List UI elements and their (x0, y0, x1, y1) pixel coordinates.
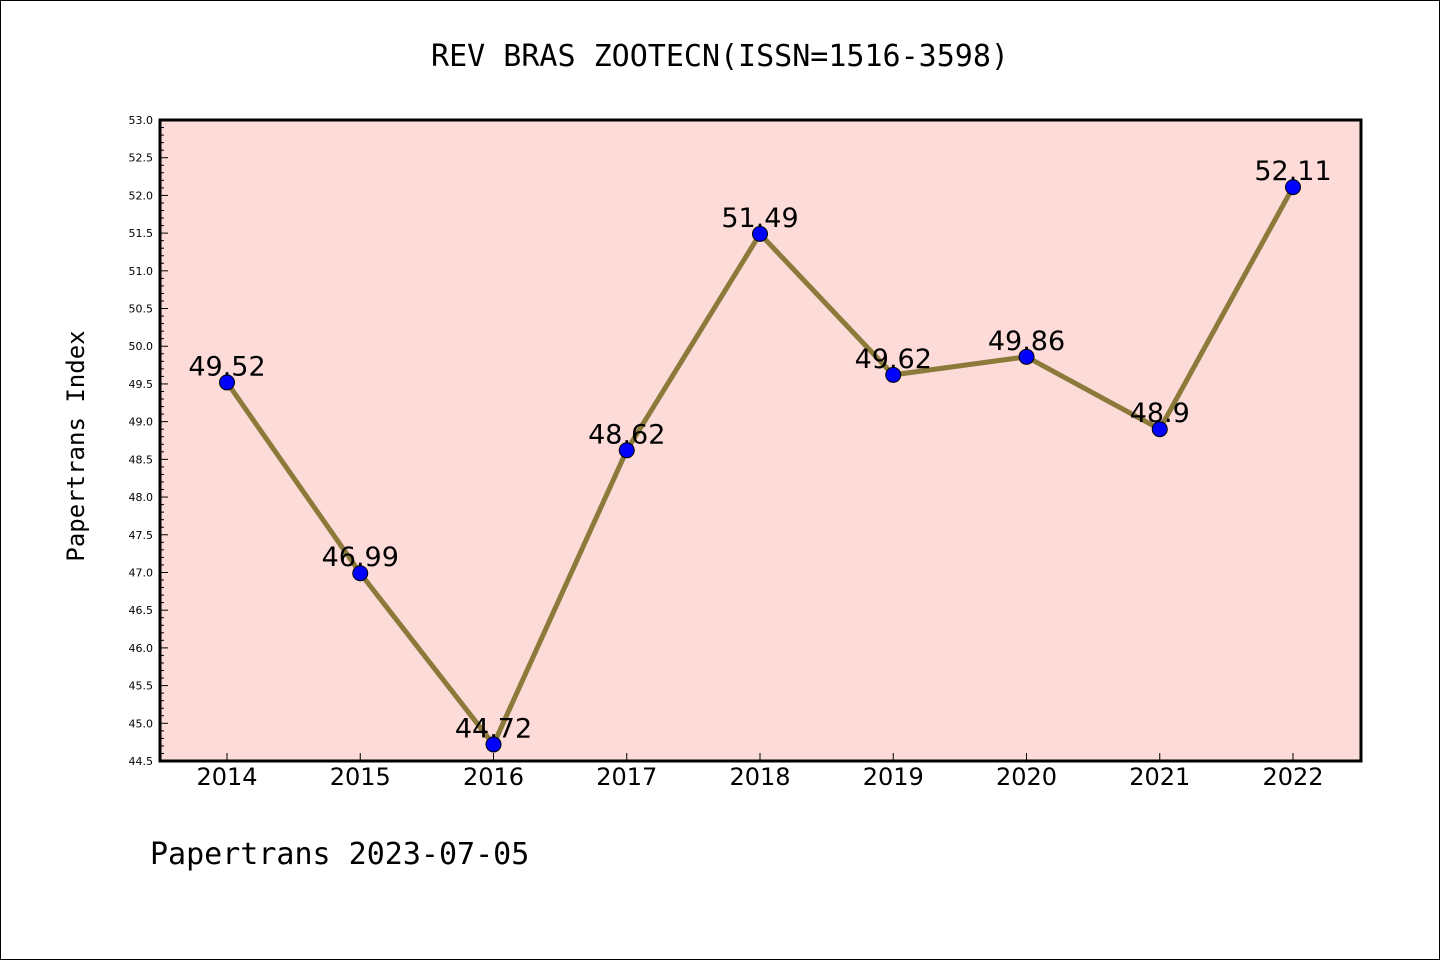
x-tick-label: 2017 (596, 763, 657, 791)
plot-border (158, 118, 1363, 763)
y-tick-label: 46.5 (129, 604, 154, 617)
data-label: 48.62 (588, 419, 665, 450)
y-tick-label: 53.0 (129, 114, 154, 127)
y-tick-label: 51.5 (129, 227, 154, 240)
footer-date: Papertrans 2023-07-05 (150, 837, 529, 872)
x-tick-label: 2019 (863, 763, 924, 791)
data-label: 49.62 (855, 344, 932, 375)
data-point (1018, 348, 1035, 365)
y-tick-label: 45.5 (129, 680, 154, 693)
data-point (1151, 421, 1168, 438)
y-tick-label: 44.5 (129, 755, 154, 768)
x-tick-label: 2021 (1129, 763, 1190, 791)
data-label: 44.72 (455, 713, 532, 744)
x-tick-label: 2018 (729, 763, 790, 791)
x-axis: 2014 2015 2016 2017 2018 2019 2020 2021 2022 (196, 753, 1324, 791)
data-label: 48.9 (1130, 398, 1190, 429)
data-label: 51.49 (721, 203, 798, 234)
x-tick-label: 2020 (996, 763, 1057, 791)
y-tick-label: 48.0 (129, 491, 154, 504)
y-tick-label: 48.5 (129, 453, 154, 466)
x-tick-label: 2015 (330, 763, 391, 791)
y-tick-label: 52.0 (129, 189, 154, 202)
x-tick-label: 2014 (196, 763, 257, 791)
y-tick-label: 52.5 (129, 152, 154, 165)
data-label: 46.99 (322, 542, 399, 573)
data-points (219, 179, 1301, 753)
data-labels: 49.52 46.99 44.72 48.62 51.49 49.62 49.86 48.9 5… (188, 156, 1331, 744)
x-tick-label: 2022 (1262, 763, 1323, 791)
data-label: 49.86 (988, 326, 1065, 357)
x-tick-label: 2016 (463, 763, 524, 791)
data-point (219, 374, 235, 391)
y-axis-label: Papertrans Index (62, 330, 90, 561)
y-tick-label: 47.0 (129, 566, 154, 579)
y-tick-label: 49.5 (129, 378, 154, 391)
data-point (1285, 179, 1301, 196)
y-tick-label: 47.5 (129, 529, 154, 542)
y-tick-label: 50.0 (129, 340, 154, 353)
chart-title: REV BRAS ZOOTECN(ISSN=1516-3598) (431, 39, 1009, 74)
y-tick-label: 50.5 (129, 303, 154, 316)
y-tick-label: 51.0 (129, 265, 154, 278)
y-tick-label: 46.0 (129, 642, 154, 655)
data-label: 49.52 (188, 351, 265, 382)
data-point (618, 442, 635, 459)
y-tick-label: 45.0 (129, 717, 154, 730)
y-tick-label: 49.0 (129, 416, 154, 429)
y-axis: 44.5 45.0 45.5 46.0 46.5 47.0 47.5 48.0 48.5 49.0… (129, 114, 168, 768)
data-point (752, 225, 768, 242)
data-point (885, 366, 902, 383)
data-point (352, 565, 369, 582)
data-point (485, 736, 502, 753)
data-label: 52.11 (1254, 156, 1331, 187)
